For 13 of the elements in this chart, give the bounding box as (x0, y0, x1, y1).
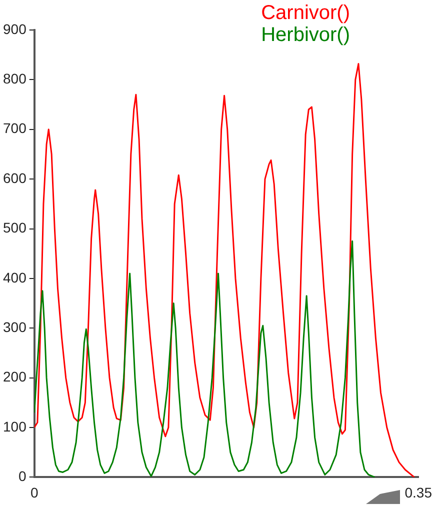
y-tick-label: 400 (3, 269, 27, 286)
y-tick-label: 800 (3, 70, 27, 87)
y-tick-label: 200 (3, 368, 27, 385)
text: Carnivor() (261, 2, 350, 24)
y-tick-label: 900 (3, 20, 27, 37)
y-tick-label: 0 (18, 468, 27, 484)
y-tick-label: 600 (3, 170, 27, 186)
y-tick-label: 300 (3, 318, 27, 335)
y-tick-label: 100 (3, 418, 27, 434)
x-tick-label: 0.35 (404, 484, 432, 500)
y-tick-label: 700 (3, 120, 27, 136)
y-tick-label: 500 (3, 220, 27, 236)
text: Herbivor() (261, 24, 350, 46)
